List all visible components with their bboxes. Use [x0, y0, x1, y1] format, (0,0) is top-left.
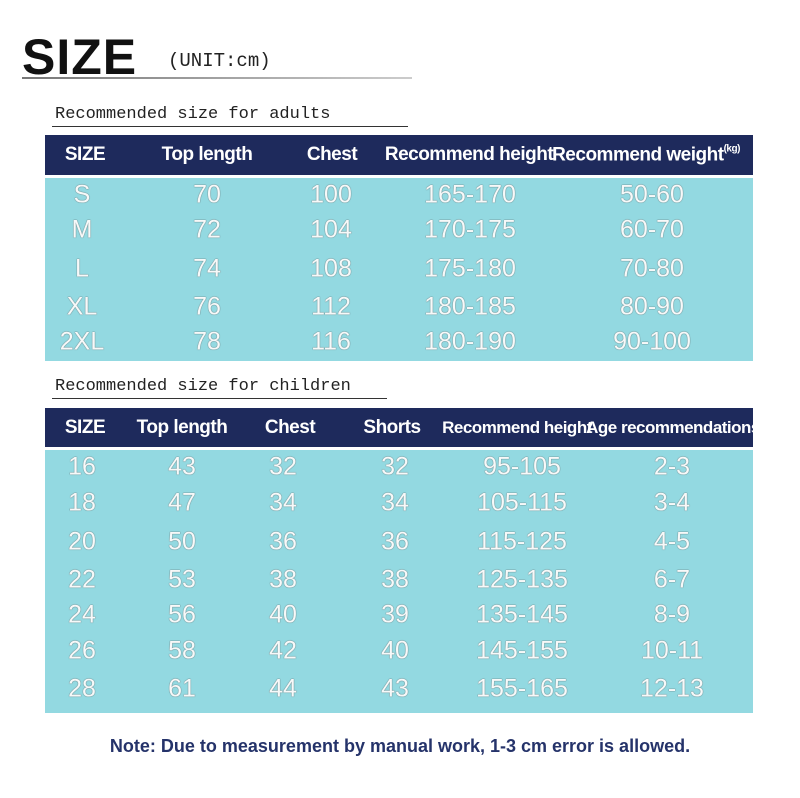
table-cell: 90-100: [613, 327, 691, 356]
table-cell: 43: [168, 452, 196, 481]
table-cell: M: [71, 215, 93, 244]
table-cell: 18: [68, 488, 96, 517]
column-header: Recommend height: [384, 144, 554, 165]
table-cell: 32: [269, 452, 297, 481]
table-cell: 36: [269, 527, 297, 556]
table-cell: 72: [193, 215, 221, 244]
table-cell: 3-4: [653, 488, 691, 517]
table-cell: 28: [68, 674, 96, 703]
adult-header-bg: [45, 135, 753, 175]
table-cell: 26: [68, 636, 96, 665]
table-cell: 4-5: [653, 527, 691, 556]
table-cell: 24: [68, 600, 96, 629]
table-cell: 20: [68, 527, 96, 556]
adult-body-bg: [45, 178, 753, 361]
table-cell: 53: [168, 565, 196, 594]
table-cell: 100: [310, 180, 352, 209]
table-cell: 39: [381, 600, 409, 629]
table-cell: S: [73, 180, 91, 209]
table-cell: 38: [381, 565, 409, 594]
table-cell: 2XL: [59, 327, 105, 356]
table-cell: 175-180: [424, 254, 516, 283]
table-cell: 58: [168, 636, 196, 665]
children-caption: Recommended size for children: [55, 377, 351, 396]
table-cell: L: [75, 254, 89, 283]
table-cell: 165-170: [424, 180, 516, 209]
table-cell: 8-9: [653, 600, 691, 629]
column-header: Chest: [264, 417, 316, 438]
table-cell: 104: [310, 215, 352, 244]
column-header: Chest: [306, 144, 358, 165]
title-rule: [22, 77, 412, 79]
table-cell: 38: [269, 565, 297, 594]
title: SIZE: [22, 29, 138, 85]
caption-underline: [52, 398, 387, 399]
caption-underline: [52, 126, 408, 127]
table-cell: 95-105: [483, 452, 561, 481]
table-cell: 116: [311, 327, 351, 356]
table-cell: 40: [381, 636, 409, 665]
table-cell: 50: [168, 527, 196, 556]
table-cell: 34: [381, 488, 409, 517]
table-cell: 155-165: [476, 674, 568, 703]
table-cell: 70-80: [620, 254, 684, 283]
table-cell: 12-13: [640, 674, 704, 703]
adult-caption: Recommended size for adults: [55, 105, 331, 124]
table-cell: 22: [68, 565, 96, 594]
table-cell: 78: [193, 327, 221, 356]
table-cell: XL: [66, 292, 98, 321]
children-header-bg: [45, 408, 753, 447]
table-cell: 61: [168, 674, 196, 703]
column-header: Recommend height: [442, 418, 592, 437]
table-cell: 115-125: [477, 527, 567, 556]
table-cell: 44: [269, 674, 297, 703]
table-cell: 16: [68, 452, 96, 481]
table-cell: 180-190: [424, 327, 516, 356]
table-cell: 112: [311, 292, 351, 321]
unit-superscript: (kg): [723, 143, 741, 155]
table-cell: 125-135: [476, 565, 568, 594]
column-header: Recommend weight(kg): [552, 143, 741, 166]
column-header: SIZE: [64, 144, 106, 165]
column-header: SIZE: [64, 417, 106, 438]
table-cell: 105-115: [477, 488, 567, 517]
table-cell: 60-70: [620, 215, 684, 244]
note: Note: Due to measurement by manual work,…: [109, 736, 691, 756]
column-header: Top length: [136, 417, 228, 438]
table-cell: 43: [381, 674, 409, 703]
table-cell: 36: [381, 527, 409, 556]
column-header: Top length: [161, 144, 253, 165]
table-cell: 180-185: [424, 292, 516, 321]
column-header: Shorts: [363, 417, 421, 438]
table-cell: 10-11: [640, 636, 704, 665]
table-cell: 80-90: [620, 292, 684, 321]
unit: (UNIT:cm): [168, 50, 271, 72]
table-cell: 6-7: [653, 565, 691, 594]
table-cell: 56: [168, 600, 196, 629]
table-cell: 170-175: [424, 215, 516, 244]
table-cell: 76: [193, 292, 221, 321]
children-body-bg: [45, 450, 753, 713]
table-cell: 47: [168, 488, 196, 517]
table-cell: 2-3: [653, 452, 691, 481]
table-cell: 145-155: [476, 636, 568, 665]
table-cell: 108: [310, 254, 352, 283]
table-cell: 74: [193, 254, 221, 283]
table-cell: 135-145: [476, 600, 568, 629]
table-cell: 34: [269, 488, 297, 517]
table-cell: 70: [193, 180, 221, 209]
table-cell: 32: [381, 452, 409, 481]
table-cell: 50-60: [620, 180, 684, 209]
column-header: Age recommendations: [586, 418, 760, 437]
table-cell: 42: [269, 636, 297, 665]
table-cell: 40: [269, 600, 297, 629]
